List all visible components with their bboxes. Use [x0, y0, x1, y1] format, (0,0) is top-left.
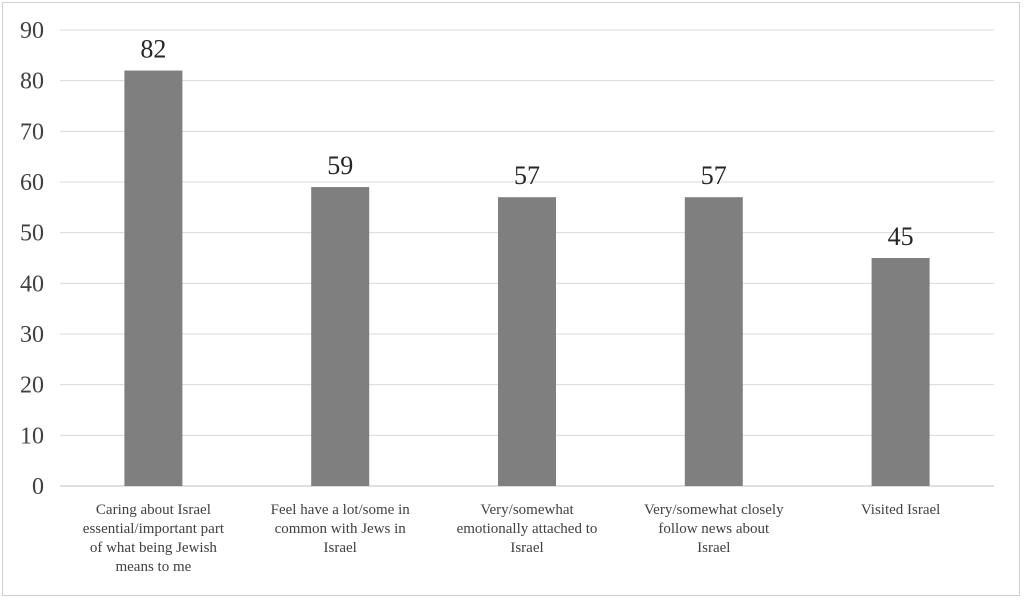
category-label-line: Israel — [324, 540, 357, 556]
data-label: 59 — [327, 151, 353, 180]
category-label-line: essential/important part — [83, 521, 225, 537]
data-label: 82 — [140, 35, 166, 64]
bar — [311, 187, 370, 487]
category-label: Caring about Israel essential/important p… — [83, 502, 225, 575]
data-label: 57 — [514, 161, 540, 190]
y-tick-label: 60 — [20, 170, 44, 196]
data-label: 57 — [701, 161, 727, 190]
category-labels: Caring about Israel essential/important p… — [83, 502, 941, 575]
y-tick-label: 40 — [20, 271, 44, 297]
y-tick-label: 0 — [32, 474, 44, 500]
category-label: Very/somewhat emotionally attached to Isra… — [457, 502, 598, 556]
category-label-line: Very/somewhat closely — [644, 502, 784, 518]
gridlines — [60, 29, 994, 487]
y-tick-label: 90 — [20, 18, 44, 44]
y-tick-label: 30 — [20, 322, 44, 348]
category-label-line: Feel have a lot/some in — [271, 502, 411, 518]
category-label: Visited Israel — [861, 502, 941, 518]
category-label-line: emotionally attached to — [457, 521, 598, 537]
bar — [124, 70, 183, 487]
category-label-line: Very/somewhat — [480, 502, 574, 518]
category-label-line: of what being Jewish — [90, 540, 218, 556]
y-tick-label: 10 — [20, 423, 44, 449]
bars — [124, 70, 930, 487]
category-label-line: common with Jews in — [275, 521, 407, 537]
y-axis-tick-labels: 0 10 20 30 40 50 60 70 80 90 — [20, 18, 44, 500]
category-label: Very/somewhat closely follow news about Is… — [644, 502, 784, 556]
category-label: Feel have a lot/some in common with Jews … — [271, 502, 411, 556]
y-tick-label: 80 — [20, 69, 44, 95]
bar — [871, 258, 930, 486]
category-label-line: Israel — [697, 540, 730, 556]
category-label-line: means to me — [115, 559, 191, 575]
category-label-line: Visited Israel — [861, 502, 941, 518]
y-tick-label: 50 — [20, 221, 44, 247]
y-tick-label: 70 — [20, 119, 44, 145]
bar — [498, 197, 556, 486]
data-labels: 82 59 57 57 45 — [140, 35, 913, 251]
category-label-line: Caring about Israel — [96, 502, 211, 518]
y-tick-label: 20 — [20, 373, 44, 399]
data-label: 45 — [888, 222, 914, 251]
category-label-line: Israel — [510, 540, 543, 556]
bar — [684, 197, 743, 486]
category-label-line: follow news about — [658, 521, 770, 537]
